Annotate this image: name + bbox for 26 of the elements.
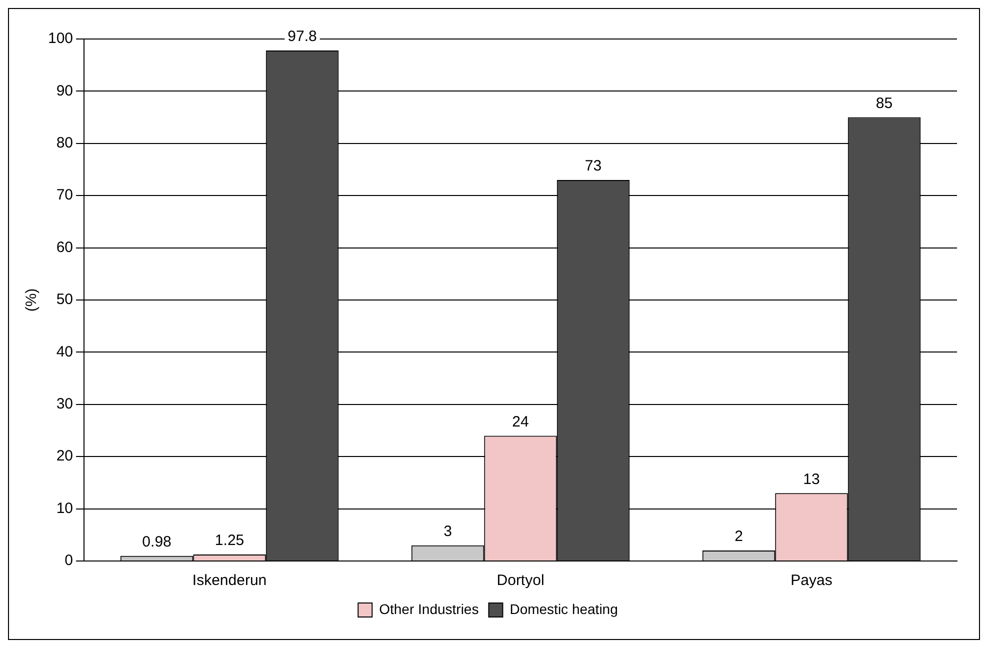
y-tick-label: 0 (64, 552, 74, 570)
data-label: 0.98 (142, 534, 172, 551)
data-label: 85 (876, 94, 893, 112)
y-tick-label: 20 (56, 448, 74, 465)
x-tick-label: Dortyol (496, 572, 544, 590)
legend-label: Domestic heating (510, 600, 618, 617)
data-label: 1.25 (214, 532, 244, 550)
data-label: 73 (584, 158, 602, 175)
x-tick-label: Payas (790, 572, 832, 590)
data-label: 13 (803, 470, 820, 488)
legend-label: Other Industries (379, 600, 479, 617)
y-tick-label: 10 (56, 500, 74, 517)
data-label: 2 (734, 528, 743, 546)
y-tick-label: 40 (56, 343, 74, 360)
y-tick-label: 50 (56, 291, 74, 308)
y-tick-label: 100 (48, 30, 74, 48)
data-label: 97.8 (288, 28, 317, 46)
y-tick-label: 30 (56, 396, 74, 413)
data-label: 3 (444, 522, 452, 540)
y-tick-label: 70 (56, 186, 74, 204)
y-tick-label: 60 (56, 238, 74, 256)
y-tick-label: 80 (56, 134, 74, 152)
data-label: 24 (512, 413, 529, 430)
y-tick-label: 90 (56, 82, 74, 100)
y-axis-title: (%) (23, 288, 40, 312)
x-tick-label: Iskenderun (192, 572, 267, 590)
